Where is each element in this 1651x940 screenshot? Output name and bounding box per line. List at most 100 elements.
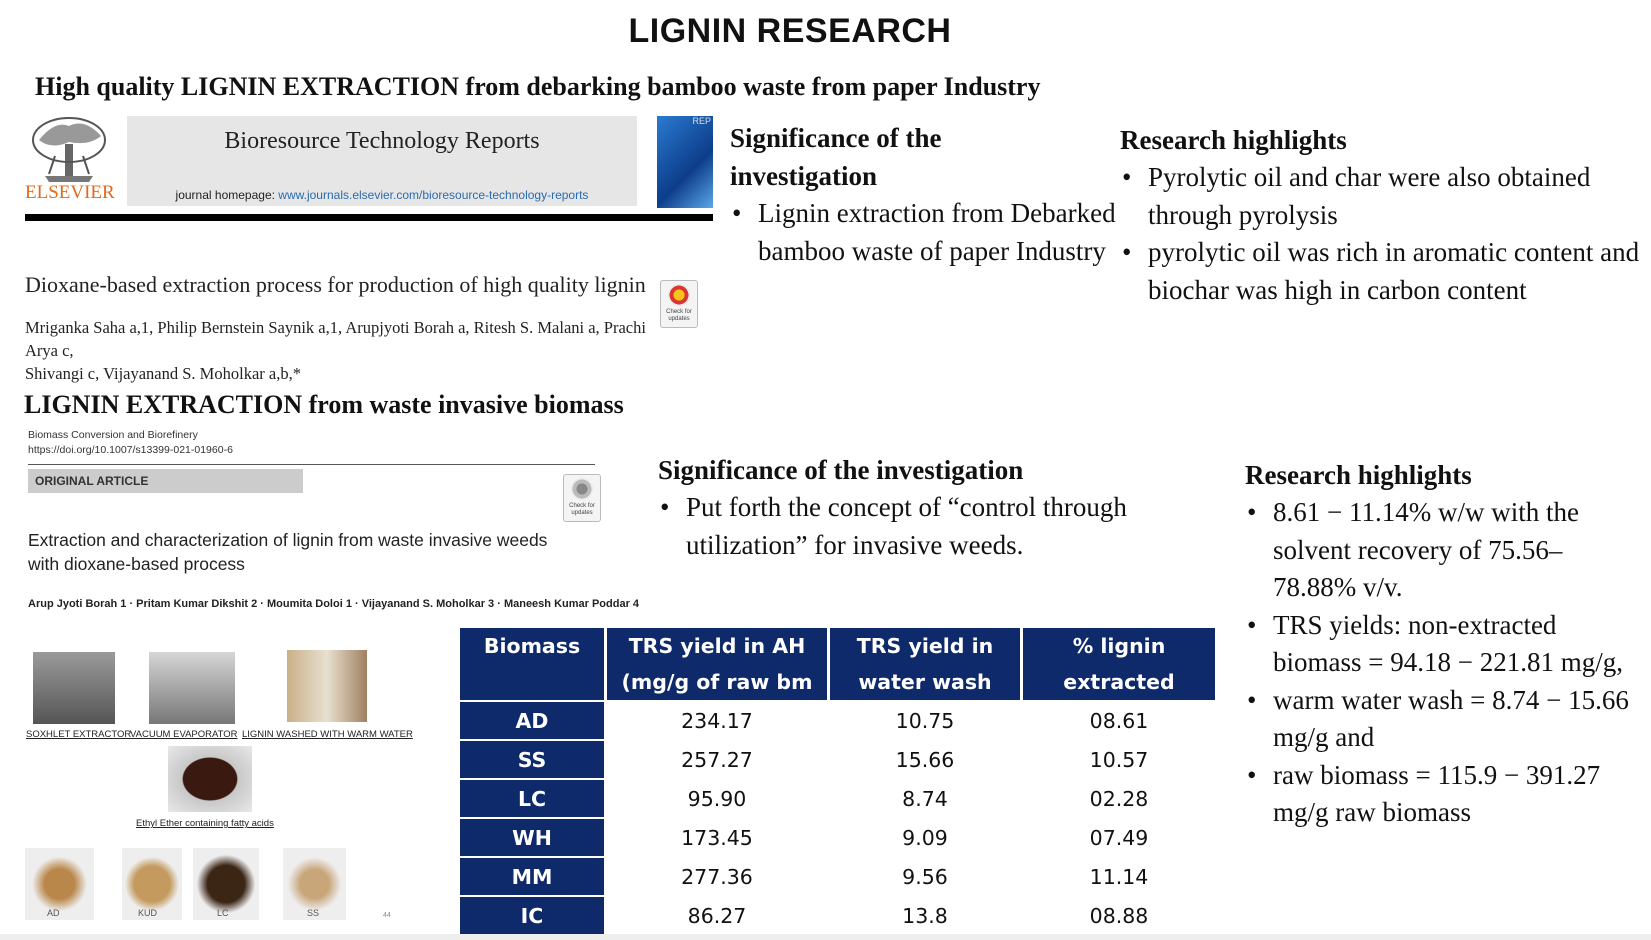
- sample-label: KUD: [138, 908, 158, 918]
- photo-caption: LIGNIN WASHED WITH WARM WATER: [242, 729, 413, 740]
- paper1-authors-line1: Mriganka Saha a,1, Philip Bernstein Sayn…: [25, 318, 646, 360]
- table-header-row: Biomass TRS yield in AH (mg/g of raw bm …: [460, 628, 1215, 700]
- check-for-updates-badge[interactable]: Check for updates: [660, 280, 698, 328]
- paper1-authors: Mriganka Saha a,1, Philip Bernstein Sayn…: [25, 316, 665, 385]
- journal-cover-thumbnail: REP: [657, 116, 713, 208]
- table-cell: 07.49: [1089, 825, 1149, 850]
- significance-list: Put forth the concept of “control throug…: [658, 489, 1128, 564]
- journal-homepage: journal homepage: www.journals.elsevier.…: [127, 188, 637, 202]
- journal-name: Bioresource Technology Reports: [224, 128, 540, 154]
- column-header: TRS yield in water wash: [830, 628, 1020, 700]
- check-updates-label: Check for updates: [666, 309, 692, 322]
- table-cell: 234.17: [681, 708, 753, 733]
- list-item: TRS yields: non-extracted biomass = 94.1…: [1245, 607, 1645, 682]
- page-title: LIGNIN RESEARCH: [628, 12, 952, 50]
- article-type-bar: ORIGINAL ARTICLE: [28, 469, 303, 493]
- significance-heading-line1: Significance of the: [730, 123, 942, 153]
- paper2-journal-info: Biomass Conversion and Biorefinery https…: [28, 428, 233, 458]
- elsevier-logo: ELSEVIER: [25, 116, 117, 206]
- table-row: WH 173.45 9.09 07.49: [460, 819, 1215, 856]
- row-header: IC: [460, 897, 604, 934]
- table-cell: 13.8: [902, 903, 948, 928]
- list-item: 8.61 − 11.14% w/w with the solvent recov…: [1245, 494, 1645, 607]
- homepage-link[interactable]: www.journals.elsevier.com/bioresource-te…: [278, 188, 589, 202]
- table-cell: 9.56: [902, 864, 948, 889]
- page-number: 44: [383, 912, 391, 919]
- table-cell: 11.14: [1089, 864, 1149, 889]
- table-cell: 9.09: [902, 825, 948, 850]
- list-item: warm water wash = 8.74 − 15.66 mg/g and: [1245, 682, 1645, 757]
- table-cell: 02.28: [1089, 786, 1149, 811]
- paper2-doi[interactable]: https://doi.org/10.1007/s13399-021-01960…: [28, 444, 233, 456]
- column-header: Biomass: [460, 628, 604, 700]
- paper1-header: ELSEVIER Bioresource Technology Reports …: [25, 116, 713, 222]
- sample-photo-ss: SS: [283, 848, 346, 920]
- highlights-heading: Research highlights: [1245, 460, 1472, 490]
- paper2-authors: Arup Jyoti Borah 1 · Pritam Kumar Dikshi…: [28, 598, 640, 610]
- table-cell: 277.36: [681, 864, 753, 889]
- check-updates-icon: [571, 478, 593, 500]
- paper2-title: Extraction and characterization of ligni…: [28, 530, 548, 574]
- column-header: % lignin extracted: [1023, 628, 1215, 700]
- section2-highlights: Research highlights 8.61 − 11.14% w/w wi…: [1245, 456, 1645, 832]
- sample-photo-lc: LC: [193, 848, 259, 920]
- significance-heading-line2: investigation: [730, 161, 878, 191]
- row-header: LC: [460, 780, 604, 817]
- check-updates-icon: [668, 284, 690, 306]
- list-item: Put forth the concept of “control throug…: [658, 489, 1128, 564]
- sample-label: LC: [217, 908, 229, 918]
- table-row: SS 257.27 15.66 10.57: [460, 741, 1215, 778]
- table-cell: 95.90: [687, 786, 747, 811]
- check-for-updates-badge[interactable]: Check for updates: [563, 474, 601, 522]
- cover-label: REP: [692, 116, 711, 126]
- table-cell: 86.27: [687, 903, 747, 928]
- sample-label: SS: [307, 908, 320, 918]
- paper2-journal-name: Biomass Conversion and Biorefinery: [28, 429, 198, 441]
- sample-photo-kud: KUD: [122, 848, 182, 920]
- homepage-label: journal homepage:: [175, 188, 275, 202]
- row-header: WH: [460, 819, 604, 856]
- table-cell: 8.74: [902, 786, 948, 811]
- row-header: AD: [460, 702, 604, 739]
- column-header: TRS yield in AH (mg/g of raw bm: [607, 628, 827, 700]
- highlights-list: 8.61 − 11.14% w/w with the solvent recov…: [1245, 494, 1645, 832]
- highlights-heading: Research highlights: [1120, 125, 1347, 155]
- trs-yield-table: Biomass TRS yield in AH (mg/g of raw bm …: [457, 626, 1218, 936]
- elsevier-tree-icon: [32, 117, 106, 182]
- section1-heading: High quality LIGNIN EXTRACTION from deba…: [35, 72, 1041, 101]
- soxhlet-extractor-photo: [33, 652, 115, 724]
- significance-heading: Significance of the investigation: [658, 455, 1024, 485]
- section2-heading: LIGNIN EXTRACTION from waste invasive bi…: [24, 390, 624, 419]
- table-cell: 257.27: [681, 747, 753, 772]
- photo-caption: VACUUM EVAPORATOR: [130, 729, 238, 740]
- section1-significance: Significance of the investigation Lignin…: [730, 119, 1120, 270]
- table-cell: 10.75: [895, 708, 955, 733]
- list-item: Lignin extraction from Debarked bamboo w…: [730, 195, 1120, 270]
- table-cell: 15.66: [895, 747, 955, 772]
- photo-caption: Ethyl Ether containing fatty acids: [136, 818, 274, 829]
- publisher-name: ELSEVIER: [25, 182, 115, 203]
- sample-photo-ad: AD: [25, 848, 94, 920]
- highlights-list: Pyrolytic oil and char were also obtaine…: [1120, 159, 1650, 309]
- row-header: SS: [460, 741, 604, 778]
- paper1-authors-line2: Shivangi c, Vijayanand S. Moholkar a,b,*: [25, 364, 301, 383]
- ethyl-ether-beaker-photo: [168, 746, 252, 812]
- check-updates-label: Check for updates: [569, 503, 595, 516]
- table-row: IC 86.27 13.8 08.88: [460, 897, 1215, 934]
- row-header: MM: [460, 858, 604, 895]
- table-cell: 08.88: [1089, 903, 1149, 928]
- table-row: MM 277.36 9.56 11.14: [460, 858, 1215, 895]
- table-cell: 173.45: [681, 825, 753, 850]
- table-cell: 08.61: [1089, 708, 1149, 733]
- table-cell: 10.57: [1089, 747, 1149, 772]
- section1-highlights: Research highlights Pyrolytic oil and ch…: [1120, 121, 1650, 309]
- header-divider: [25, 214, 713, 221]
- photo-caption: SOXHLET EXTRACTOR: [26, 729, 132, 740]
- vacuum-evaporator-photo: [149, 652, 235, 724]
- paper2-divider: [28, 464, 595, 465]
- bottom-margin-strip: [0, 934, 1651, 940]
- list-item: raw biomass = 115.9 − 391.27 mg/g raw bi…: [1245, 757, 1645, 832]
- significance-list: Lignin extraction from Debarked bamboo w…: [730, 195, 1120, 270]
- sample-label: AD: [47, 908, 60, 918]
- journal-banner: Bioresource Technology Reports journal h…: [127, 116, 637, 206]
